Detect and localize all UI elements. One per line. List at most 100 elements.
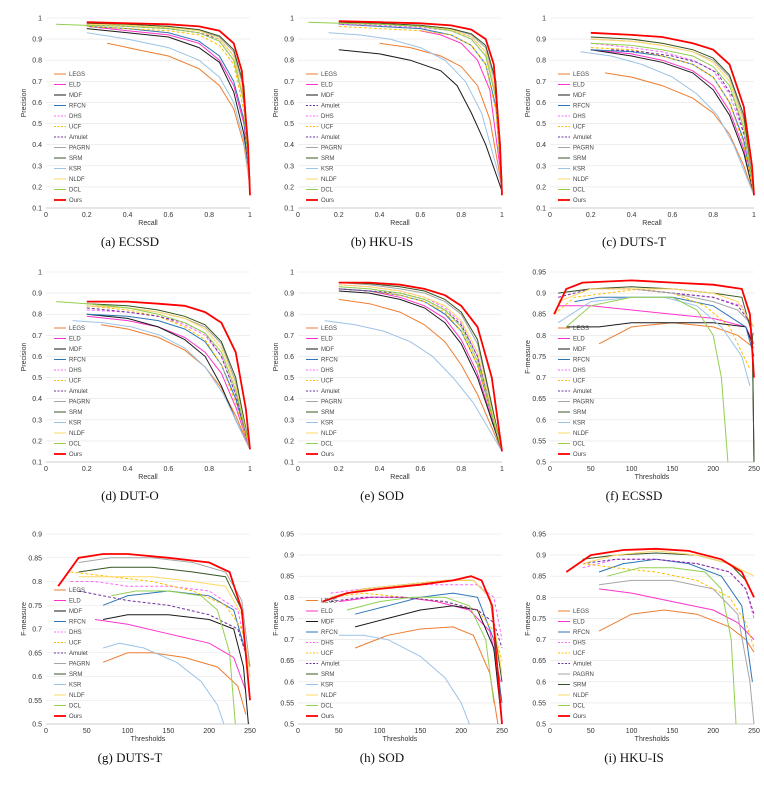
legend-entry: RFCN xyxy=(321,630,338,636)
series-line-mdf xyxy=(590,49,755,196)
legend-entry: NLDF xyxy=(573,431,589,437)
legend-entry: Ours xyxy=(321,198,334,204)
y-tick-label: 0.85 xyxy=(280,574,294,581)
legend-entry: Ours xyxy=(69,714,82,720)
series-line-dcl xyxy=(590,42,755,196)
y-tick-label: 0.6 xyxy=(32,674,42,681)
panel-caption: (g) DUTS-T xyxy=(97,750,163,765)
series-line-eld xyxy=(338,288,503,452)
series-line-legs xyxy=(107,42,251,187)
legend-entry: Amulet xyxy=(573,662,592,668)
panel-caption: (b) HKU-IS xyxy=(350,234,414,249)
y-tick-label: 0.7 xyxy=(32,333,42,340)
legend-entry: DHS xyxy=(573,641,586,647)
y-tick-label: 0.95 xyxy=(280,532,294,539)
x-tick-label: 0 xyxy=(296,728,300,735)
legend-entry: Amulet xyxy=(69,651,88,657)
panel-caption: (e) SOD xyxy=(360,488,404,503)
y-tick-label: 0.8 xyxy=(536,595,546,602)
legend-entry: LEGS xyxy=(69,72,85,78)
series-line-legs xyxy=(605,72,755,196)
series-line-nldf xyxy=(86,23,251,183)
y-tick-label: 0.7 xyxy=(284,79,294,86)
chart-panel-e: 0.1 0.2 0.3 0.4 0.5 0.6 0.7 0.8 0.9 1 0 0.2 0.4 0.6 0.… xyxy=(260,262,504,504)
y-axis-label: Precision xyxy=(273,343,280,372)
x-tick-label: 250 xyxy=(496,728,508,735)
chart-svg-f: 0.5 0.55 0.6 0.65 0.7 0.75 0.8 0.85 0.9 0.95 0 50 10… xyxy=(525,270,760,482)
series-line-mdf xyxy=(103,614,249,724)
series-line-dhs xyxy=(590,42,755,196)
y-tick-label: 0.65 xyxy=(532,396,546,403)
y-tick-label: 0.5 xyxy=(536,121,546,128)
series-line-ksr xyxy=(324,320,503,452)
y-tick-label: 0.5 xyxy=(536,722,546,729)
x-tick-label: 0.4 xyxy=(627,212,637,219)
x-tick-label: 0.2 xyxy=(334,466,344,473)
y-axis-label: Precision xyxy=(273,89,280,118)
y-tick-label: 0.6 xyxy=(536,100,546,107)
legend-entry: RFCN xyxy=(69,358,86,364)
series-line-srm xyxy=(590,36,755,196)
x-tick-label: 0.8 xyxy=(456,212,466,219)
series-line-pagrn xyxy=(338,282,503,452)
y-tick-label: 0.5 xyxy=(284,375,294,382)
legend-entry: RFCN xyxy=(573,630,590,636)
legend-entry: UCF xyxy=(69,379,82,385)
x-tick-label: 250 xyxy=(748,728,760,735)
x-tick-label: 0 xyxy=(44,212,48,219)
y-tick-label: 0.6 xyxy=(32,100,42,107)
legend-entry: SRM xyxy=(69,410,82,416)
legend-entry: Amulet xyxy=(321,104,340,110)
y-tick-label: 0.9 xyxy=(536,291,546,298)
series-line-ksr xyxy=(338,634,470,724)
x-tick-label: 100 xyxy=(374,728,386,735)
chart-panel-i: 0.5 0.55 0.6 0.65 0.7 0.75 0.8 0.85 0.9 0.95 0 50 10… xyxy=(512,524,760,766)
series-line-legs xyxy=(598,609,755,653)
y-tick-label: 0.6 xyxy=(284,679,294,686)
x-tick-label: 150 xyxy=(667,728,679,735)
legend-entry: KSR xyxy=(321,683,334,689)
legend-entry: DHS xyxy=(321,641,334,647)
y-tick-label: 0.1 xyxy=(284,206,294,213)
x-axis-label: Thresholds xyxy=(635,474,670,481)
x-axis-label: Recall xyxy=(390,220,410,227)
y-tick-label: 0.65 xyxy=(28,650,42,657)
series-line-ksr xyxy=(72,320,251,450)
y-tick-label: 0.8 xyxy=(284,312,294,319)
legend-entry: UCF xyxy=(321,125,334,131)
x-tick-label: 0.4 xyxy=(375,466,385,473)
y-tick-label: 0.2 xyxy=(536,184,546,191)
legend-entry: DHS xyxy=(69,114,82,120)
panel-caption: (c) DUTS-T xyxy=(602,234,666,249)
legend-entry: KSR xyxy=(69,167,82,173)
chart-svg-a: 0.1 0.2 0.3 0.4 0.5 0.6 0.7 0.8 0.9 1 0 0.2 0.4 0.6 0.… xyxy=(21,16,252,228)
y-tick-label: 0.7 xyxy=(32,627,42,634)
series-line-ucf xyxy=(338,25,503,187)
y-tick-label: 0.2 xyxy=(284,438,294,445)
y-tick-label: 0.7 xyxy=(284,333,294,340)
y-tick-label: 0.3 xyxy=(32,417,42,424)
y-tick-label: 0.55 xyxy=(532,438,546,445)
panel-caption: (h) SOD xyxy=(359,750,405,765)
legend-entry: SRM xyxy=(321,410,334,416)
y-tick-label: 0.75 xyxy=(532,616,546,623)
y-tick-label: 0.55 xyxy=(280,700,294,707)
y-axis-label: Precision xyxy=(21,89,28,118)
y-tick-label: 0.75 xyxy=(28,603,42,610)
series-line-dcl xyxy=(565,296,729,462)
y-tick-label: 0.7 xyxy=(536,637,546,644)
legend-entry: Amulet xyxy=(573,389,592,395)
x-tick-label: 0.4 xyxy=(375,212,385,219)
y-tick-label: 0.6 xyxy=(32,354,42,361)
legend-entry: SRM xyxy=(573,410,586,416)
legend-entry: ELD xyxy=(573,83,585,89)
y-tick-label: 0.9 xyxy=(536,37,546,44)
x-axis-label: Recall xyxy=(138,220,158,227)
series-line-ours xyxy=(86,300,251,450)
legend-entry: RFCN xyxy=(321,358,338,364)
y-tick-label: 0.5 xyxy=(284,722,294,729)
x-tick-label: 200 xyxy=(707,466,719,473)
legend-entry: ELD xyxy=(321,83,333,89)
series-line-ucf xyxy=(338,288,503,452)
series-line-amulet xyxy=(330,596,503,649)
